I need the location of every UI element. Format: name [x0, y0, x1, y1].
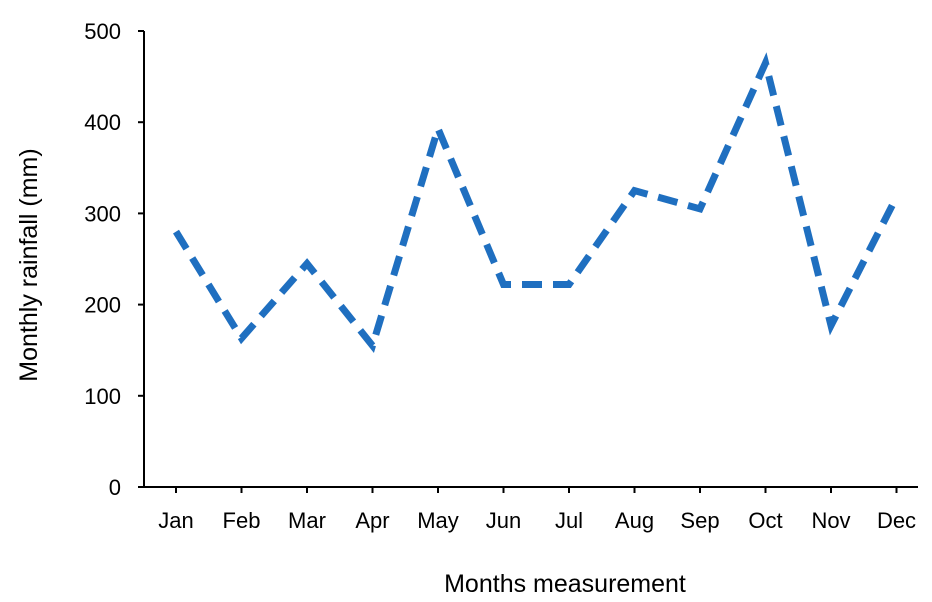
x-tick-label: May [417, 508, 459, 533]
x-tick-label: Dec [877, 508, 916, 533]
axes [143, 31, 918, 487]
y-tick-label: 0 [109, 475, 121, 500]
x-tick-label: Jul [555, 508, 583, 533]
y-tick-label: 100 [84, 384, 121, 409]
x-ticks: Jan Feb Mar Apr May Jun Jul Aug Sep Oct Nov Dec [158, 487, 916, 533]
x-tick-label: Jan [158, 508, 193, 533]
x-tick-label: Mar [288, 508, 326, 533]
series-line [176, 63, 897, 346]
y-tick-label: 400 [84, 110, 121, 135]
x-axis-title: Months measurement [444, 570, 686, 597]
x-tick-label: Feb [223, 508, 261, 533]
x-tick-label: Nov [811, 508, 850, 533]
x-tick-label: Jun [486, 508, 521, 533]
y-axis-title: Monthly rainfall (mm) [15, 148, 43, 381]
x-tick-label: Sep [680, 508, 719, 533]
y-tick-label: 200 [84, 293, 121, 318]
x-tick-label: Aug [615, 508, 654, 533]
series [176, 63, 897, 346]
x-tick-label: Apr [355, 508, 389, 533]
y-tick-label: 300 [84, 201, 121, 226]
y-ticks: 0 100 200 300 400 500 [84, 19, 144, 500]
x-tick-label: Oct [748, 508, 782, 533]
y-tick-label: 500 [84, 19, 121, 44]
